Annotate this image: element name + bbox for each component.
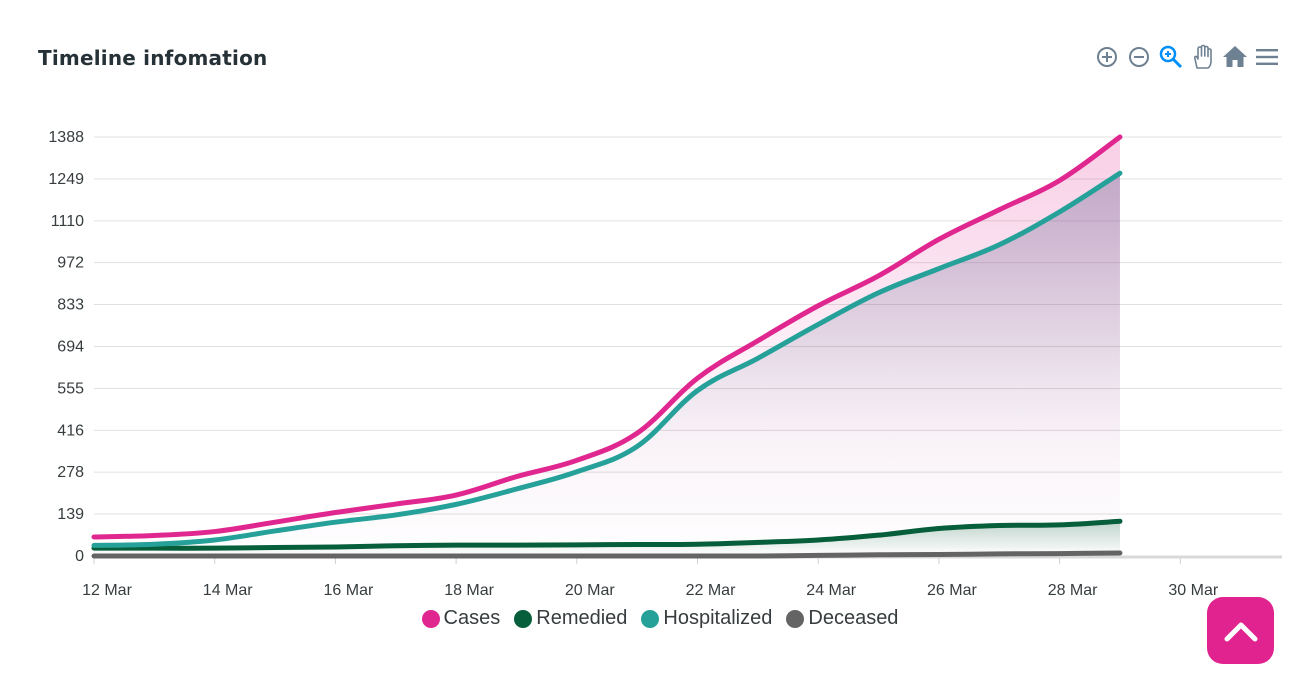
series-hospitalized-area [94, 173, 1120, 556]
y-tick-label: 555 [57, 380, 84, 397]
series-hospitalized-line[interactable] [91, 170, 1123, 548]
x-tick-label: 22 Mar [686, 582, 736, 599]
menu-icon[interactable] [1254, 44, 1280, 70]
legend-label: Hospitalized [663, 607, 773, 629]
legend-marker [514, 609, 533, 628]
legend-label: Cases [443, 607, 501, 629]
x-tick-label: 26 Mar [927, 582, 977, 599]
y-tick-label: 833 [57, 297, 84, 314]
scroll-to-top-button[interactable] [1207, 597, 1274, 664]
series-remedied-line[interactable] [91, 518, 1123, 551]
x-tick-label: 16 Mar [324, 582, 374, 599]
y-tick-label: 1249 [48, 171, 84, 188]
chart-title: Timeline infomation [38, 46, 268, 70]
y-tick-label: 0 [75, 548, 84, 565]
zoom-out-icon[interactable] [1126, 44, 1152, 70]
legend-label: Remedied [536, 607, 628, 629]
legend-item-deceased[interactable]: Deceased [786, 607, 898, 630]
home-icon[interactable] [1222, 44, 1248, 70]
y-tick-label: 278 [57, 464, 84, 481]
x-tick-label: 28 Mar [1048, 582, 1098, 599]
legend-label: Deceased [808, 607, 899, 629]
chart-legend: Cases Remedied Hospitalized Deceased [0, 607, 1294, 630]
y-tick-label: 694 [57, 339, 84, 356]
x-tick-label: 30 Mar [1168, 582, 1218, 599]
x-tick-label: 20 Mar [565, 582, 615, 599]
x-tick-label: 14 Mar [203, 582, 253, 599]
y-tick-label: 416 [57, 422, 84, 439]
pan-hand-icon[interactable] [1190, 44, 1216, 70]
y-tick-label: 1388 [48, 129, 84, 146]
chart-toolbar [1094, 44, 1280, 70]
x-tick-label: 12 Mar [82, 582, 132, 599]
magnifier-icon[interactable] [1158, 44, 1184, 70]
x-tick-label: 18 Mar [444, 582, 494, 599]
series-deceased-line[interactable] [91, 550, 1123, 559]
chevron-up-icon [1224, 622, 1257, 641]
y-tick-label: 139 [57, 506, 84, 523]
series-cases-line[interactable] [91, 134, 1123, 540]
y-tick-label: 1110 [51, 213, 84, 230]
y-tick-label: 972 [57, 255, 84, 272]
x-tick-label: 24 Mar [806, 582, 856, 599]
legend-item-hospitalized[interactable]: Hospitalized [641, 607, 772, 630]
legend-item-cases[interactable]: Cases [421, 607, 501, 630]
zoom-in-icon[interactable] [1094, 44, 1120, 70]
legend-marker [641, 609, 660, 628]
legend-marker [421, 609, 440, 628]
legend-item-remedied[interactable]: Remedied [514, 607, 627, 630]
legend-marker [786, 609, 805, 628]
